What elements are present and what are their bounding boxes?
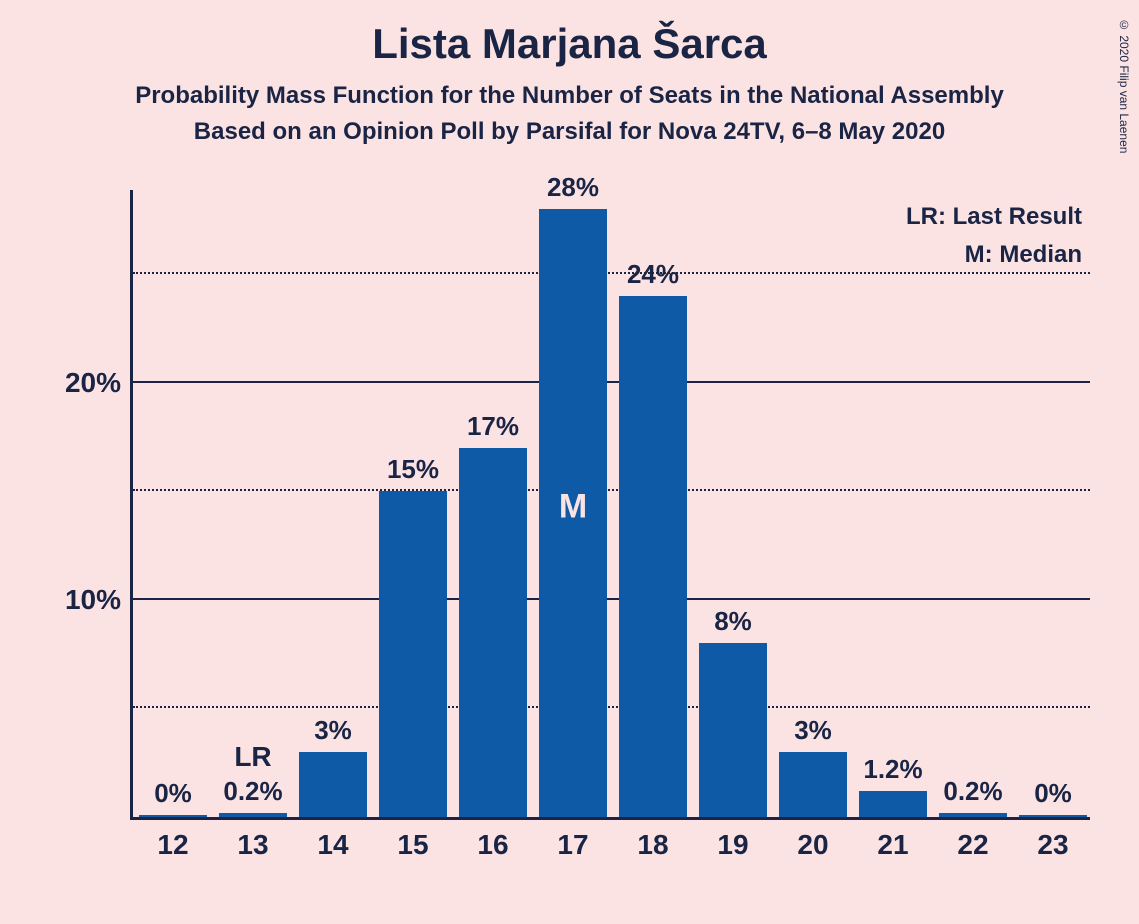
bar-value-label: 1.2%	[859, 754, 928, 791]
x-axis-tick-label: 18	[637, 817, 668, 861]
x-axis-tick-label: 14	[317, 817, 348, 861]
bar-value-label: 3%	[299, 715, 368, 752]
bar-value-label: 15%	[379, 454, 448, 491]
bar-value-label: 8%	[699, 606, 768, 643]
grid-line-minor	[133, 272, 1090, 274]
legend-m: M: Median	[906, 236, 1082, 274]
x-axis-tick-label: 12	[157, 817, 188, 861]
lr-marker: LR	[219, 741, 288, 773]
legend-lr: LR: Last Result	[906, 198, 1082, 236]
copyright-text: © 2020 Filip van Laenen	[1117, 18, 1131, 153]
grid-line-minor	[133, 489, 1090, 491]
bar-value-label: 0.2%	[939, 776, 1008, 813]
title-block: Lista Marjana Šarca Probability Mass Fun…	[0, 0, 1139, 146]
x-axis-tick-label: 22	[957, 817, 988, 861]
bar-value-label: 24%	[619, 259, 688, 296]
bar-value-label: 3%	[779, 715, 848, 752]
x-axis-tick-label: 19	[717, 817, 748, 861]
grid-line-major: 10%	[133, 598, 1090, 600]
legend: LR: Last Result M: Median	[906, 198, 1082, 275]
median-marker: M	[539, 488, 608, 527]
bar-value-label: 17%	[459, 411, 528, 448]
bar: 15%	[379, 491, 448, 817]
x-axis-tick-label: 15	[397, 817, 428, 861]
x-axis-tick-label: 23	[1037, 817, 1068, 861]
chart-subtitle-1: Probability Mass Function for the Number…	[0, 82, 1139, 110]
chart-subtitle-2: Based on an Opinion Poll by Parsifal for…	[0, 118, 1139, 146]
bar-value-label: 0.2%	[219, 776, 288, 813]
grid-line-minor	[133, 706, 1090, 708]
x-axis-tick-label: 20	[797, 817, 828, 861]
bar: 28%M	[539, 209, 608, 817]
plot-area: LR: Last Result M: Median 10%20%0%120.2%…	[130, 190, 1090, 820]
y-axis-tick-label: 10%	[65, 584, 133, 616]
bar: 8%	[699, 643, 768, 817]
bar: 1.2%	[859, 791, 928, 817]
bar-value-label: 0%	[139, 778, 208, 815]
x-axis-tick-label: 13	[237, 817, 268, 861]
x-axis-tick-label: 21	[877, 817, 908, 861]
bar-value-label: 28%	[539, 172, 608, 209]
bar: 3%	[299, 752, 368, 817]
bar-value-label: 0%	[1019, 778, 1088, 815]
bar: 3%	[779, 752, 848, 817]
y-axis-tick-label: 20%	[65, 367, 133, 399]
x-axis-tick-label: 17	[557, 817, 588, 861]
chart-area: LR: Last Result M: Median 10%20%0%120.2%…	[60, 190, 1100, 870]
x-axis-tick-label: 16	[477, 817, 508, 861]
bar: 17%	[459, 448, 528, 817]
chart-title: Lista Marjana Šarca	[0, 20, 1139, 68]
grid-line-major: 20%	[133, 381, 1090, 383]
bar: 24%	[619, 296, 688, 817]
